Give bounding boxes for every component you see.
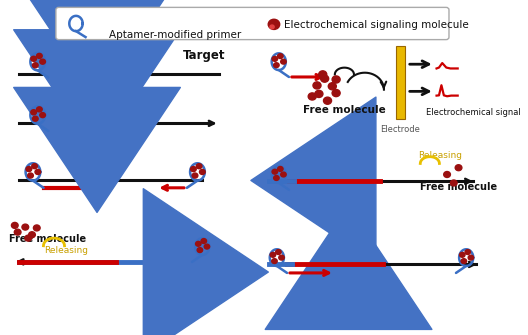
Text: Releasing: Releasing <box>418 150 463 159</box>
Circle shape <box>272 169 278 174</box>
Circle shape <box>328 83 336 90</box>
Circle shape <box>32 116 38 121</box>
Circle shape <box>40 59 45 64</box>
Circle shape <box>12 222 18 228</box>
Circle shape <box>36 107 42 112</box>
Circle shape <box>35 170 41 175</box>
Circle shape <box>201 239 206 244</box>
Circle shape <box>197 248 203 253</box>
Circle shape <box>274 63 279 68</box>
Circle shape <box>459 252 465 257</box>
Circle shape <box>272 57 278 61</box>
Circle shape <box>29 232 35 238</box>
Circle shape <box>450 180 457 186</box>
Circle shape <box>274 176 279 181</box>
Text: Free molecule: Free molecule <box>9 234 86 244</box>
Circle shape <box>36 53 42 58</box>
Circle shape <box>26 166 32 172</box>
Text: Electrochemical signal: Electrochemical signal <box>426 108 520 117</box>
Circle shape <box>315 90 323 97</box>
Circle shape <box>281 172 286 177</box>
Text: Target: Target <box>183 49 225 62</box>
Circle shape <box>278 54 283 59</box>
Circle shape <box>33 225 40 231</box>
Text: Releasing: Releasing <box>44 246 88 255</box>
Circle shape <box>195 242 201 246</box>
Circle shape <box>270 25 274 29</box>
Circle shape <box>40 113 45 118</box>
Circle shape <box>272 259 277 264</box>
Circle shape <box>31 110 36 115</box>
Circle shape <box>444 172 450 178</box>
Circle shape <box>31 56 36 61</box>
Circle shape <box>278 166 283 172</box>
Circle shape <box>191 166 196 172</box>
Circle shape <box>204 244 210 249</box>
Circle shape <box>22 224 29 230</box>
Circle shape <box>25 235 32 241</box>
Circle shape <box>320 75 328 82</box>
Circle shape <box>319 71 327 78</box>
Bar <box>397 46 405 119</box>
Text: Electrode: Electrode <box>380 125 420 134</box>
FancyBboxPatch shape <box>56 7 449 40</box>
Circle shape <box>308 93 316 100</box>
Text: Electrochemical signaling molecule: Electrochemical signaling molecule <box>284 20 468 30</box>
Circle shape <box>268 19 280 29</box>
Circle shape <box>465 250 470 255</box>
Circle shape <box>468 255 474 260</box>
Circle shape <box>313 82 321 89</box>
Circle shape <box>332 89 340 96</box>
Circle shape <box>276 250 281 255</box>
Circle shape <box>281 59 286 64</box>
Circle shape <box>192 173 198 178</box>
Circle shape <box>279 255 284 260</box>
Circle shape <box>196 164 202 169</box>
Circle shape <box>32 63 38 68</box>
Circle shape <box>14 229 21 235</box>
Text: Free molecule: Free molecule <box>303 106 385 116</box>
Circle shape <box>332 76 340 83</box>
Circle shape <box>270 252 276 257</box>
Circle shape <box>32 164 37 169</box>
Circle shape <box>200 170 205 175</box>
Circle shape <box>461 259 467 264</box>
Circle shape <box>27 173 33 178</box>
Circle shape <box>455 165 462 171</box>
Circle shape <box>324 97 332 104</box>
Text: Free molecule: Free molecule <box>420 182 497 192</box>
Text: Aptamer-modified primer: Aptamer-modified primer <box>109 30 241 41</box>
